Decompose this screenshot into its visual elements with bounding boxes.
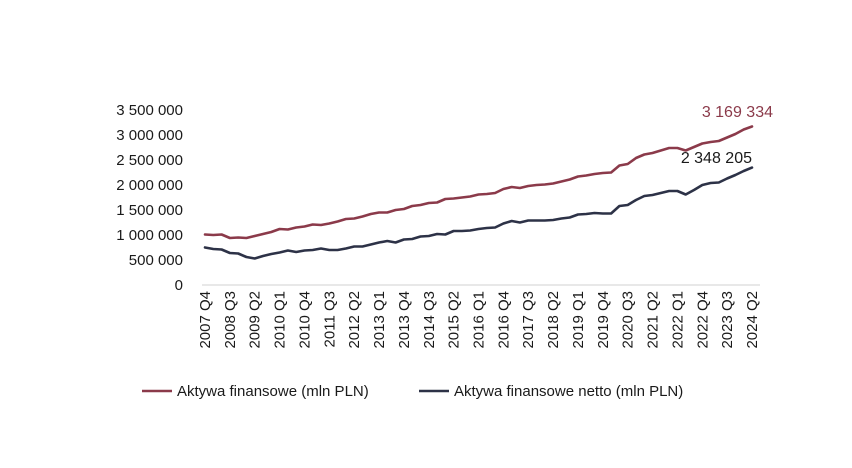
y-tick-label: 2 000 000	[116, 177, 183, 194]
x-tick-label: 2020 Q3	[620, 291, 637, 349]
y-tick-label: 500 000	[129, 252, 183, 269]
legend-label: Aktywa finansowe netto (mln PLN)	[454, 383, 683, 400]
end-labels: 3 169 334 2 348 205	[681, 104, 773, 167]
legend-label: Aktywa finansowe (mln PLN)	[177, 383, 369, 400]
x-tick-label: 2016 Q4	[495, 291, 512, 349]
y-tick-label: 1 500 000	[116, 202, 183, 219]
x-tick-label: 2019 Q1	[570, 291, 587, 349]
x-axis: 2007 Q4 2008 Q3 2009 Q2 2010 Q1 2010 Q4 2011 …	[197, 284, 761, 349]
y-tick-label: 0	[175, 277, 183, 294]
x-tick-label: 2018 Q2	[545, 291, 562, 349]
series-line-aktywa-finansowe-netto	[203, 166, 754, 260]
y-axis: 0 500 000 1 000 000 1 500 000 2 000 000 2 500…	[116, 102, 183, 294]
x-tick-label: 2015 Q2	[446, 291, 463, 349]
y-tick-label: 2 500 000	[116, 152, 183, 169]
x-tick-label: 2016 Q1	[471, 291, 488, 349]
x-tick-label: 2022 Q1	[669, 291, 686, 349]
x-tick-label: 2010 Q4	[296, 291, 313, 349]
series-line-aktywa-finansowe	[203, 125, 754, 240]
x-tick-label: 2010 Q1	[272, 291, 289, 349]
x-tick-label: 2011 Q3	[321, 291, 338, 347]
x-tick-label: 2022 Q4	[694, 291, 711, 349]
end-label-aktywa-finansowe: 3 169 334	[702, 104, 773, 121]
x-tick-label: 2013 Q1	[371, 291, 388, 349]
x-tick-label: 2014 Q3	[421, 291, 438, 349]
end-label-aktywa-finansowe-netto: 2 348 205	[681, 150, 752, 167]
x-tick-label: 2024 Q2	[744, 291, 761, 349]
x-tick-label: 2017 Q3	[520, 291, 537, 349]
x-tick-label: 2012 Q2	[346, 291, 363, 349]
x-tick-label: 2013 Q4	[396, 291, 413, 349]
x-tick-label: 2007 Q4	[197, 291, 214, 349]
x-tick-label: 2019 Q4	[595, 291, 612, 349]
x-tick-label: 2023 Q3	[719, 291, 736, 349]
x-tick-label: 2009 Q2	[247, 291, 264, 349]
x-tick-label: 2021 Q2	[645, 291, 662, 349]
series-group	[203, 125, 754, 260]
y-tick-label: 3 000 000	[116, 127, 183, 144]
x-tick-label: 2008 Q3	[222, 291, 239, 349]
y-tick-label: 1 000 000	[116, 227, 183, 244]
legend: Aktywa finansowe (mln PLN) Aktywa finanso…	[142, 383, 683, 400]
y-tick-label: 3 500 000	[116, 102, 183, 119]
